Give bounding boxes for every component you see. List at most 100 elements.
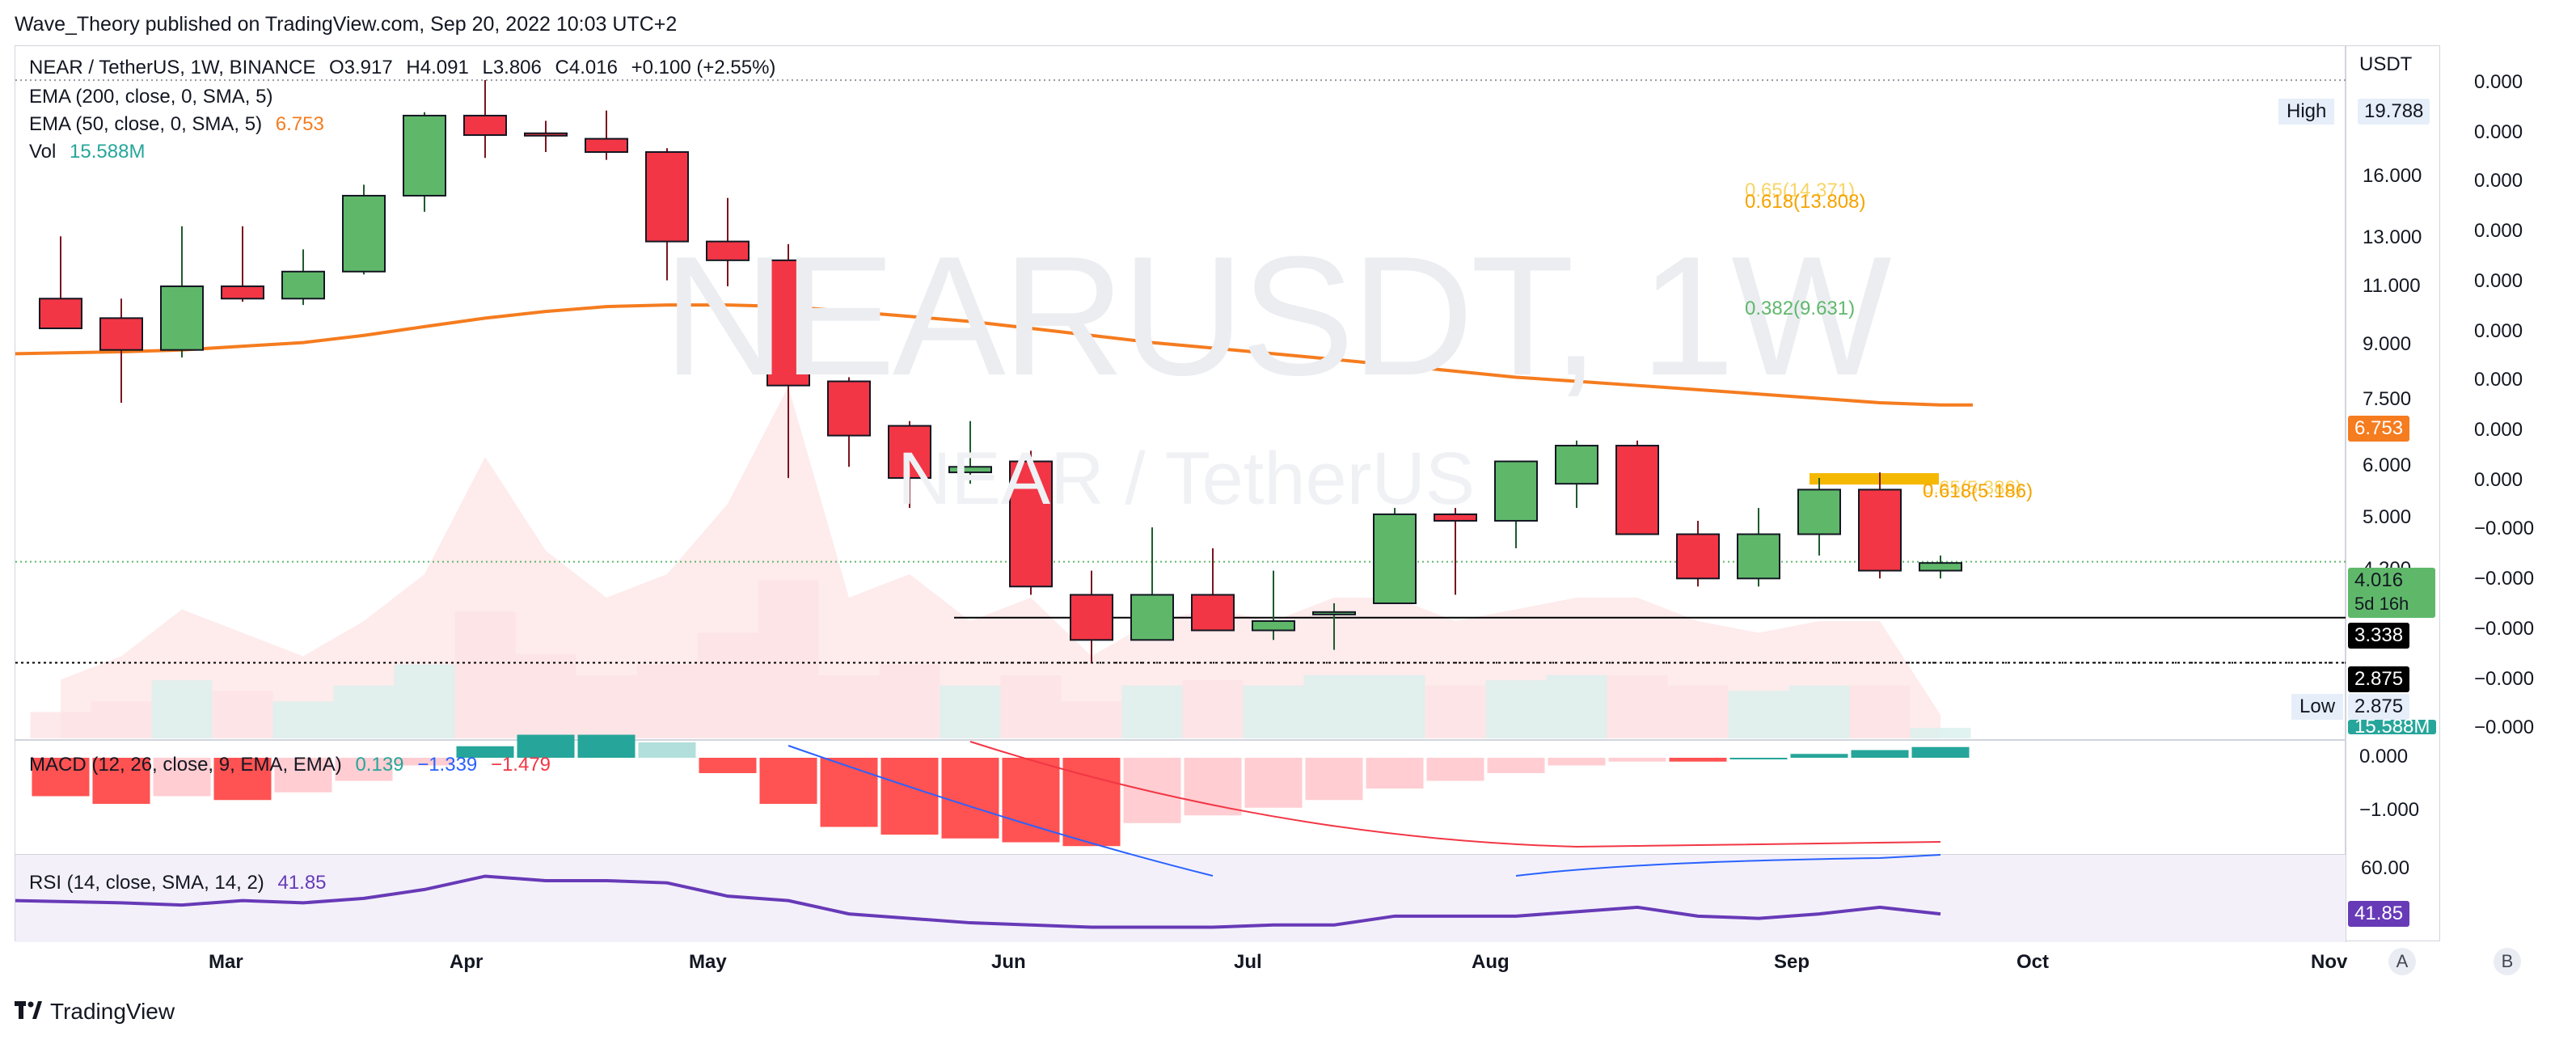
macd-line-recovery <box>1515 854 1941 877</box>
month-label-may: May <box>689 951 727 973</box>
legend-high: H4.091 <box>406 57 469 78</box>
candle-body <box>1858 488 1902 572</box>
volume-bar <box>1728 691 1789 738</box>
candle-body <box>645 150 689 243</box>
fib-label-lower-a: 0.65(5.386) <box>1923 477 2022 499</box>
candle-body <box>1494 460 1538 522</box>
macd-histogram-bar <box>1426 758 1484 781</box>
macd-histogram-bar <box>820 758 878 827</box>
macd-histogram-bar <box>1548 758 1606 766</box>
volume-bar <box>1182 680 1244 738</box>
volume-bar <box>818 674 880 738</box>
tradingview-logo-icon <box>15 998 42 1025</box>
price-label-11: 11.000 <box>2363 275 2421 297</box>
rsi-line <box>15 874 1941 929</box>
macd-histogram-bar <box>941 758 999 839</box>
macd-histogram-bar <box>1305 758 1363 801</box>
macd-histogram-bar <box>1790 754 1848 758</box>
volume-bar <box>697 632 758 738</box>
macd-histogram-bar <box>517 734 575 758</box>
volume-bar <box>1000 674 1062 738</box>
candle-body <box>1252 619 1295 632</box>
scale-label-5: 0.000 <box>2474 320 2523 342</box>
legend-macd-signal: −1.479 <box>490 754 551 776</box>
candle-body <box>99 317 143 351</box>
macd-histogram-bar <box>1184 758 1242 816</box>
legend-ema200[interactable]: EMA (200, close, 0, SMA, 5) <box>29 86 281 108</box>
candle-body <box>1615 445 1659 535</box>
volume-bar <box>394 664 455 738</box>
candle-body <box>1191 594 1235 632</box>
scale-label-11: −0.000 <box>2474 618 2535 640</box>
candle-body <box>1919 562 1962 572</box>
legend-macd[interactable]: MACD (12, 26, close, 9, EMA, EMA) 0.139 … <box>29 754 559 776</box>
legend-ema50-value: 6.753 <box>275 113 324 135</box>
ema50-price-tag: 6.753 <box>2348 416 2410 442</box>
tradingview-brand[interactable]: TradingView <box>15 998 175 1025</box>
watermark-description: NEAR / TetherUS <box>897 438 1476 520</box>
volume-bar <box>1243 685 1304 738</box>
log-scale-button[interactable]: B <box>2494 948 2521 975</box>
rsi-axis-label-60: 60.00 <box>2361 857 2410 879</box>
legend-rsi-title[interactable]: RSI (14, close, SMA, 14, 2) <box>29 872 264 894</box>
candle-body <box>1312 611 1356 615</box>
macd-histogram-bar <box>395 758 454 766</box>
price-label-5: 5.000 <box>2363 506 2412 528</box>
chart-frame[interactable] <box>15 45 2441 942</box>
month-label-oct: Oct <box>2016 951 2050 973</box>
price-label-9: 9.000 <box>2363 333 2412 355</box>
legend-volume-title[interactable]: Vol <box>29 141 57 163</box>
fib-label-upper-a: 0.65(14.371) <box>1745 180 1856 201</box>
month-label-sep: Sep <box>1774 951 1810 973</box>
volume-bar <box>454 611 516 738</box>
legend-macd-line: −1.339 <box>417 754 478 776</box>
rsi-value-tag: 41.85 <box>2348 901 2410 927</box>
scale-label-6: 0.000 <box>2474 369 2523 391</box>
fib-label-lower-b: 0.618(5.186) <box>1923 480 2033 502</box>
legend-volume[interactable]: Vol 15.588M <box>29 141 153 163</box>
candle-body <box>463 114 507 137</box>
month-label-jul: Jul <box>1234 951 1262 973</box>
scale-label-13: −0.000 <box>2474 717 2535 738</box>
auto-scale-button[interactable]: A <box>2388 948 2416 975</box>
chart-canvas[interactable] <box>15 46 2441 942</box>
legend-symbol-row[interactable]: NEAR / TetherUS, 1W, BINANCE O3.917 H4.0… <box>29 57 783 79</box>
legend-ema50[interactable]: EMA (50, close, 0, SMA, 5) 6.753 <box>29 113 332 136</box>
macd-histogram-bar <box>759 758 817 804</box>
scale-label-7: 0.000 <box>2474 419 2523 441</box>
volume-bar <box>1121 685 1183 738</box>
legend-ema200-title[interactable]: EMA (200, close, 0, SMA, 5) <box>29 86 273 108</box>
candle-body <box>766 259 810 387</box>
legend-macd-title[interactable]: MACD (12, 26, close, 9, EMA, EMA) <box>29 754 342 776</box>
macd-histogram-bar <box>92 758 150 804</box>
candle-body <box>221 285 264 300</box>
month-label-apr: Apr <box>450 951 484 973</box>
scale-label-4: 0.000 <box>2474 270 2523 292</box>
legend-ema50-title[interactable]: EMA (50, close, 0, SMA, 5) <box>29 113 263 135</box>
volume-bar <box>1364 674 1425 738</box>
month-label-aug: Aug <box>1472 951 1510 973</box>
candle-body <box>160 285 204 351</box>
legend-symbol[interactable]: NEAR / TetherUS, 1W, BINANCE <box>29 57 316 78</box>
macd-histogram-bar <box>577 734 636 758</box>
volume-bar <box>1910 727 1971 738</box>
legend-rsi-value: 41.85 <box>277 872 327 894</box>
volume-bar <box>91 701 152 738</box>
candle-body <box>403 114 446 197</box>
price-axis-currency: USDT <box>2359 53 2413 75</box>
macd-histogram-bar <box>1002 758 1060 843</box>
volume-bar <box>576 674 637 738</box>
legend-rsi[interactable]: RSI (14, close, SMA, 14, 2) 41.85 <box>29 872 335 894</box>
macd-histogram-bar <box>1366 758 1424 788</box>
macd-histogram-bar <box>153 758 211 797</box>
volume-bar <box>212 691 273 738</box>
fib-label-mid: 0.382(9.631) <box>1745 298 1856 319</box>
macd-histogram-bar <box>213 758 272 801</box>
scale-label-2: 0.000 <box>2474 170 2523 192</box>
volume-bar <box>151 680 213 738</box>
macd-line <box>788 745 1214 877</box>
macd-axis-label-0: 0.000 <box>2359 746 2409 767</box>
fib-label-upper-b: 0.618(13.808) <box>1745 191 1866 213</box>
candle-body <box>524 132 568 137</box>
candle-body <box>281 270 325 300</box>
